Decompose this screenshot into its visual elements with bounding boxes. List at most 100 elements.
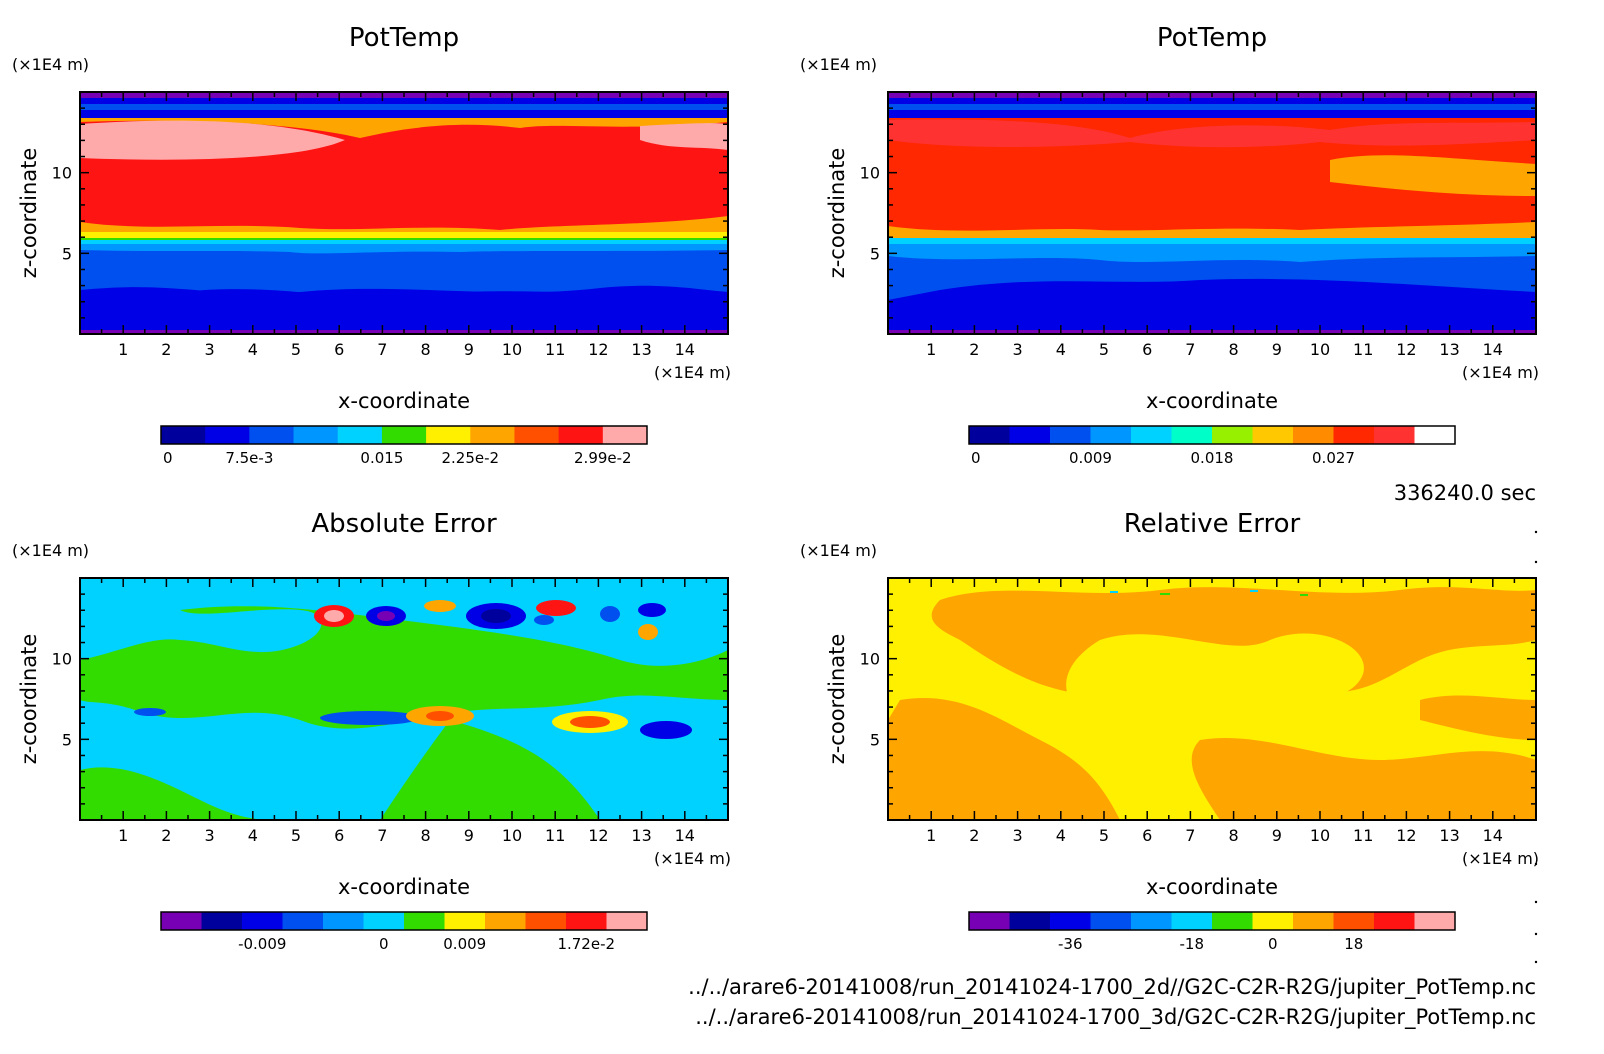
x-tick-label: 8	[1229, 340, 1239, 359]
x-tick-label: 6	[1142, 826, 1152, 845]
margin-dots	[1534, 530, 1538, 964]
x-tick-label: 10	[502, 826, 522, 845]
colorbar-swatch	[969, 912, 1010, 930]
x-tick-label: 5	[291, 340, 301, 359]
colorbar-swatch	[525, 912, 567, 930]
colorbar-swatch	[969, 426, 1010, 444]
y-tick-label: 10	[860, 164, 880, 183]
x-tick-label: 11	[545, 340, 565, 359]
colorbar-swatch	[1212, 912, 1253, 930]
x-tick-label: 2	[969, 340, 979, 359]
y-tick-label: 10	[52, 650, 72, 669]
x-unit-label: (×1E4 m)	[1462, 849, 1539, 868]
x-tick-label: 12	[588, 826, 608, 845]
colorbar: 0 7.5e-3 0.015 2.25e-2 2.99e-2	[160, 425, 648, 467]
colorbar-swatch	[282, 912, 324, 930]
colorbar-swatch	[1252, 912, 1294, 930]
colorbar-label: 1.72e-2	[557, 935, 615, 953]
x-tick-label: 12	[1396, 340, 1416, 359]
x-tick-labels: 1 2 3 4 5 6 7 8 9 10 11 12 13 14	[926, 826, 1503, 845]
colorbar-swatch	[426, 426, 471, 444]
colorbar-swatch	[1374, 912, 1415, 930]
y-axis-label: z-coordinate	[825, 148, 849, 279]
contour-field	[80, 578, 728, 820]
panel-title: PotTemp	[349, 23, 459, 53]
colorbar-label: 2.99e-2	[574, 449, 632, 467]
colorbar-frame	[160, 425, 648, 445]
x-axis-label: x-coordinate	[1146, 389, 1278, 413]
x-tick-label: 10	[1310, 340, 1330, 359]
x-unit-label: (×1E4 m)	[654, 849, 731, 868]
x-tick-label: 9	[1272, 826, 1282, 845]
contour-field	[888, 92, 1536, 334]
colorbar-swatch	[1414, 912, 1456, 930]
colorbar-label: -18	[1180, 935, 1205, 953]
colorbar-frame	[968, 911, 1456, 931]
colorbar-swatch	[381, 426, 427, 444]
colorbar-label: 0.027	[1312, 449, 1355, 467]
panel-relative-error: Relative Error (×1E4 m) 1 2 3 4 5 6 7 8 9 10 11 12 1…	[800, 509, 1539, 953]
panel-title: PotTemp	[1157, 23, 1267, 53]
y-tick-label: 5	[62, 730, 72, 749]
y-tick-labels: 5 10	[52, 650, 72, 750]
colorbar: 0 0.009 0.018 0.027	[968, 425, 1456, 467]
x-tick-label: 2	[161, 826, 171, 845]
colorbar-swatch	[363, 912, 405, 930]
colorbar-swatch	[1131, 912, 1172, 930]
x-tick-label: 14	[675, 826, 695, 845]
axis-ticks	[888, 92, 1536, 334]
colorbar-label: 0	[1268, 935, 1278, 953]
colorbar-swatch	[337, 426, 383, 444]
x-tick-label: 9	[464, 826, 474, 845]
colorbar-swatch	[249, 426, 295, 444]
x-tick-label: 7	[1185, 340, 1195, 359]
y-tick-labels: 5 10	[860, 650, 880, 750]
colorbar-swatch	[1212, 426, 1253, 444]
x-tick-label: 13	[1439, 340, 1459, 359]
colorbar-swatch	[1050, 426, 1091, 444]
colorbar: -36 -18 0 18	[968, 911, 1456, 953]
colorbar-swatch	[293, 426, 339, 444]
colorbar-swatch	[1171, 426, 1213, 444]
colorbar-swatch	[1090, 426, 1132, 444]
colorbar-swatch	[205, 426, 250, 444]
colorbar-swatch	[1009, 912, 1051, 930]
x-tick-label: 2	[969, 826, 979, 845]
x-tick-label: 8	[421, 340, 431, 359]
y-tick-label: 5	[62, 244, 72, 263]
colorbar-label: 18	[1344, 935, 1363, 953]
colorbar-label: 0	[379, 935, 389, 953]
x-axis-label: x-coordinate	[1146, 875, 1278, 899]
x-tick-label: 13	[631, 340, 651, 359]
x-tick-label: 1	[926, 340, 936, 359]
x-tick-label: 5	[1099, 826, 1109, 845]
x-tick-label: 13	[1439, 826, 1459, 845]
x-tick-label: 10	[1310, 826, 1330, 845]
colorbar-swatch	[1293, 912, 1334, 930]
colorbar-swatch	[1333, 426, 1375, 444]
x-tick-label: 7	[377, 340, 387, 359]
colorbar-swatch	[161, 426, 206, 444]
x-axis-label: x-coordinate	[338, 875, 470, 899]
colorbar-swatch	[201, 912, 243, 930]
y-tick-label: 5	[870, 244, 880, 263]
colorbar-label: 0.009	[443, 935, 486, 953]
colorbar-swatch	[606, 912, 648, 930]
x-tick-label: 2	[161, 340, 171, 359]
panel-pottemp-right: PotTemp (×1E4 m) 1 2 3 4 5 6 7 8 9 10 11 12 13 14 510…	[800, 23, 1539, 467]
contour-field	[80, 92, 728, 334]
x-tick-label: 8	[421, 826, 431, 845]
colorbar-swatch	[566, 912, 607, 930]
colorbar-swatch	[558, 426, 604, 444]
x-tick-label: 14	[675, 340, 695, 359]
file-path-2d: ../../arare6-20141008/run_20141024-1700_…	[688, 975, 1536, 1000]
colorbar-label: 0.009	[1069, 449, 1112, 467]
x-axis-label: x-coordinate	[338, 389, 470, 413]
x-tick-label: 11	[1353, 340, 1373, 359]
panel-title: Relative Error	[1124, 509, 1301, 539]
colorbar-swatch	[1050, 912, 1091, 930]
colorbar-swatch	[1293, 426, 1334, 444]
x-tick-label: 6	[1142, 340, 1152, 359]
colorbar-label: -36	[1058, 935, 1083, 953]
y-tick-labels: 5 10	[860, 164, 880, 264]
